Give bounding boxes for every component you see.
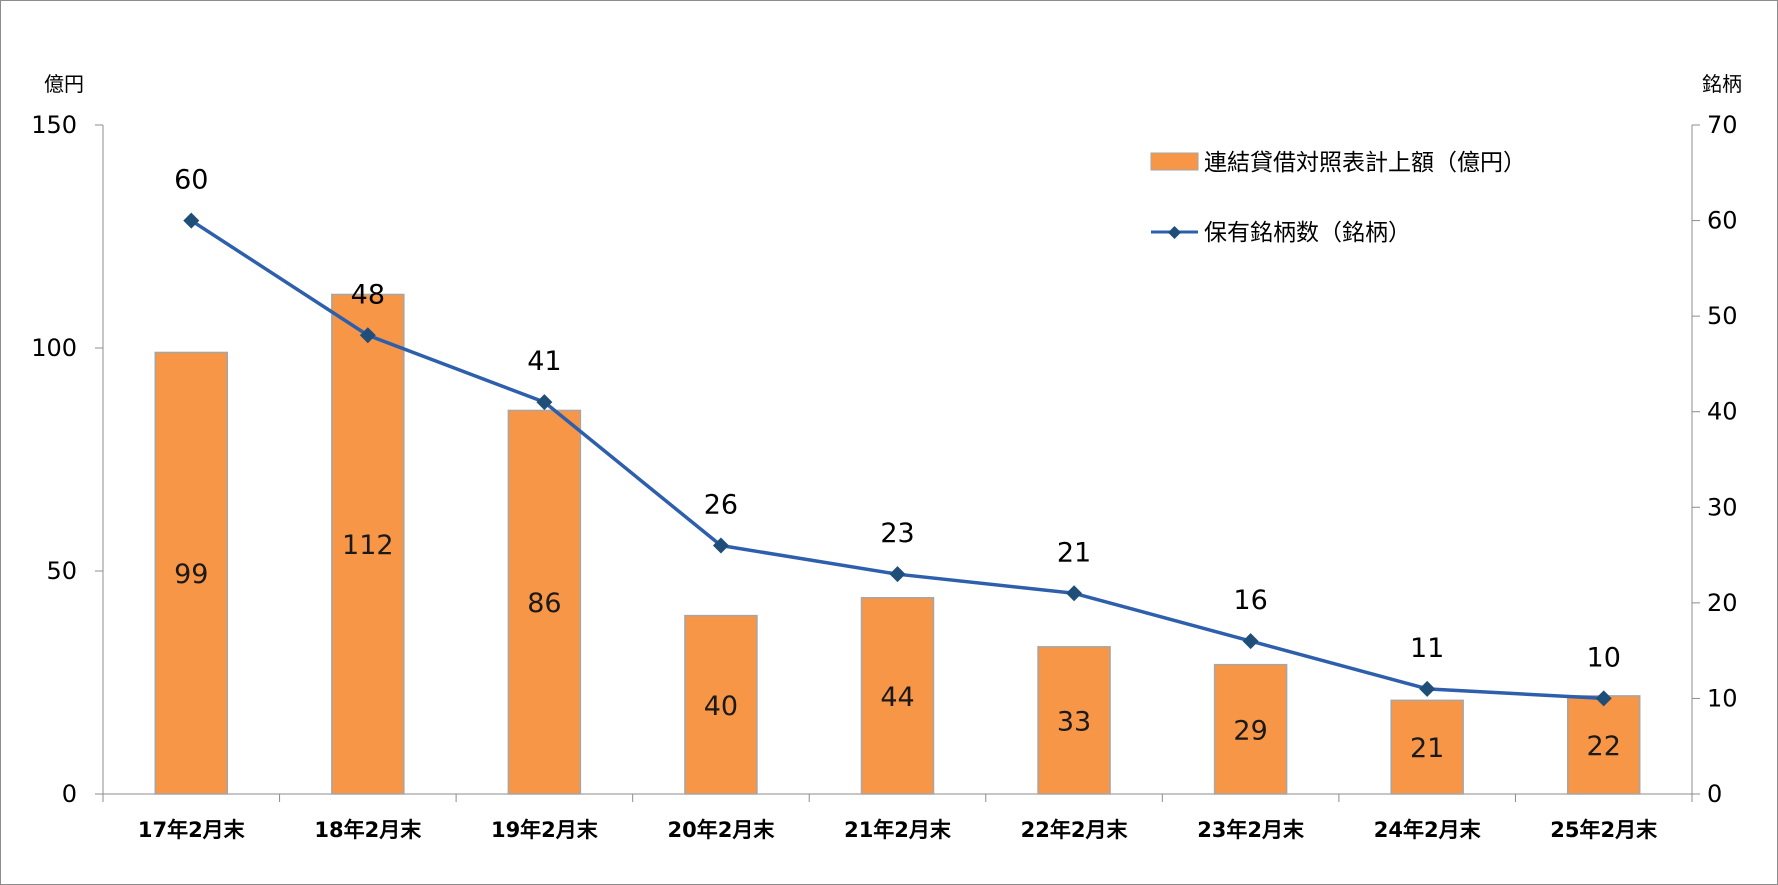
bar-series [154,293,1641,795]
x-category-label: 25年2月末 [1550,818,1658,842]
left-y-tick-label: 150 [31,111,77,139]
bar-value-label: 29 [1233,715,1267,746]
x-category-label: 22年2月末 [1021,818,1129,842]
bar-value-label: 86 [527,588,561,619]
right-y-tick-label: 0 [1707,780,1722,808]
bar [154,351,229,795]
x-category-label: 18年2月末 [314,818,422,842]
x-category-label: 21年2月末 [844,818,952,842]
line-point-diamond [1419,680,1436,697]
line-value-label: 48 [351,279,385,310]
bar-value-label: 99 [174,559,208,590]
line-point-diamond [1242,633,1259,650]
right-y-tick-label: 50 [1707,302,1738,330]
line-point-diamond [359,327,376,344]
right-y-tick-label: 30 [1707,493,1738,521]
axes: 0 50 100 150 0 10 20 30 40 50 60 70 17年2月末 18年2月末 19年2… [31,111,1737,842]
x-category-label: 24年2月末 [1374,818,1482,842]
bar [507,409,582,795]
x-category-label: 19年2月末 [491,818,599,842]
line-value-label: 21 [1057,537,1091,568]
right-axis-unit: 銘柄 [1702,72,1742,96]
line-point-diamond [183,212,200,229]
legend: 連結貸借対照表計上額（億円） 保有銘柄数（銘柄） [1150,150,1526,246]
line-point-diamond [889,566,906,583]
line-value-label: 41 [527,346,561,377]
x-category-label: 23年2月末 [1197,818,1305,842]
line-series [183,212,1612,707]
x-category-label: 17年2月末 [138,818,246,842]
bar [1566,695,1641,795]
bar [331,293,405,795]
right-y-tick-label: 40 [1707,398,1738,426]
left-axis-unit: 億円 [44,72,84,96]
bar-data-labels: 99 112 86 40 44 33 29 21 22 [174,530,1621,764]
right-y-tick-label: 20 [1707,589,1738,617]
line-point-diamond [712,537,729,554]
bar [1213,663,1288,795]
line-value-label: 11 [1410,633,1444,664]
bar [1037,646,1111,795]
bar [1390,699,1464,795]
line-point-diamond [1595,690,1612,707]
line-point-diamond [1066,585,1083,602]
right-y-tick-label: 60 [1707,207,1738,235]
legend-bar-label: 連結貸借対照表計上額（億円） [1204,150,1526,176]
line-value-label: 10 [1587,642,1621,673]
line-value-label: 60 [174,165,208,196]
bar-value-label: 21 [1410,733,1444,764]
line-value-label: 23 [880,518,914,549]
x-category-label: 20年2月末 [668,818,776,842]
left-y-tick-label: 100 [31,334,77,362]
left-y-tick-label: 50 [46,557,77,585]
right-y-tick-label: 10 [1707,684,1738,712]
bar-value-label: 33 [1057,706,1091,737]
legend-diamond-icon [1168,226,1181,239]
bar [860,597,935,795]
line-value-label: 26 [704,490,738,521]
left-y-tick-label: 0 [62,780,77,808]
line-data-labels: 60 48 41 26 23 21 16 11 10 [174,165,1621,674]
bar-value-label: 112 [342,530,394,561]
bar-value-label: 40 [704,691,738,722]
right-y-tick-label: 70 [1707,111,1738,139]
bar-value-label: 22 [1587,731,1621,762]
legend-bar-swatch [1150,152,1199,171]
legend-line-label: 保有銘柄数（銘柄） [1204,220,1411,246]
bar-value-label: 44 [880,682,914,713]
line-value-label: 16 [1233,585,1267,616]
bar [684,614,758,795]
line-point-diamond [536,394,553,411]
